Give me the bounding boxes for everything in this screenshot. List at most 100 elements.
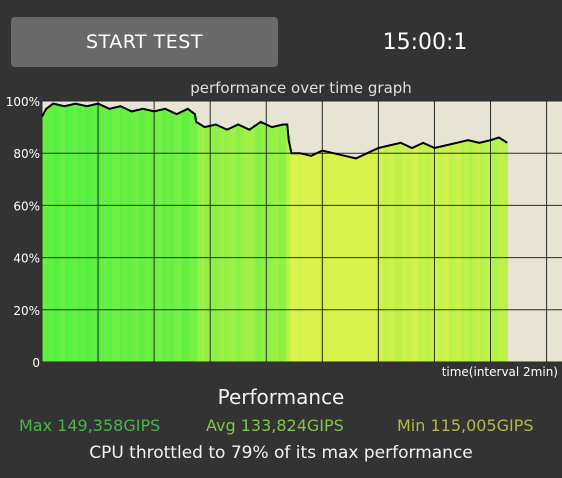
performance-bar xyxy=(425,144,431,362)
performance-bar xyxy=(42,113,47,362)
performance-bar xyxy=(476,142,481,362)
performance-bar xyxy=(503,141,508,362)
performance-bar xyxy=(232,126,237,362)
performance-bar xyxy=(247,129,253,362)
performance-bar xyxy=(340,155,346,362)
performance-bar xyxy=(325,151,330,362)
x-axis-label: time(interval 2min) xyxy=(442,365,558,379)
performance-bar xyxy=(383,146,388,362)
performance-bar xyxy=(142,109,148,362)
performance-bar xyxy=(173,113,179,362)
performance-bar xyxy=(104,107,109,362)
performance-bar xyxy=(282,124,287,362)
performance-bar xyxy=(45,107,51,363)
performance-bar xyxy=(352,158,357,362)
performance-graph: 0 20% 40% 60% 80% 100% time(interval 2min) xyxy=(6,95,562,379)
performance-bar xyxy=(88,105,94,362)
performance-bar xyxy=(391,144,396,362)
performance-bar xyxy=(263,123,268,362)
performance-bar xyxy=(181,110,187,362)
performance-bar xyxy=(127,110,132,362)
performance-bar xyxy=(270,126,276,363)
performance-bar xyxy=(491,139,497,362)
y-tick-label: 100% xyxy=(6,95,40,109)
performance-bar xyxy=(220,127,225,362)
performance-line xyxy=(41,102,508,160)
performance-bar xyxy=(495,137,501,362)
performance-bar xyxy=(480,142,485,362)
start-test-button[interactable]: START TEST xyxy=(11,17,278,67)
performance-bar xyxy=(398,142,404,362)
performance-bar xyxy=(402,144,408,362)
performance-bar xyxy=(84,106,90,362)
performance-bar xyxy=(154,110,159,362)
performance-bar xyxy=(464,140,470,362)
performance-bar xyxy=(119,106,125,362)
y-tick-label: 80% xyxy=(13,147,40,161)
performance-bar xyxy=(212,124,218,362)
performance-bar xyxy=(49,104,55,362)
y-tick-label: 20% xyxy=(13,304,40,318)
max-performance: Max 149,358GIPS xyxy=(19,416,161,435)
performance-bar xyxy=(441,145,446,362)
performance-bar xyxy=(138,109,144,362)
y-tick-label: 40% xyxy=(13,252,40,266)
performance-bar xyxy=(150,111,156,362)
performance-bar xyxy=(499,139,505,362)
performance-bar xyxy=(115,106,121,362)
performance-bar xyxy=(169,111,175,362)
performance-bar xyxy=(453,143,458,362)
min-performance: Min 115,005GIPS xyxy=(397,416,534,435)
performance-bar xyxy=(336,154,342,362)
performance-bar xyxy=(123,108,128,362)
performance-bar xyxy=(146,110,152,362)
performance-bar xyxy=(251,126,256,362)
performance-bar xyxy=(177,112,183,362)
performance-bar xyxy=(255,124,260,362)
y-tick-label: 60% xyxy=(13,199,40,213)
y-tick-label: 0 xyxy=(32,356,40,370)
performance-bar xyxy=(472,141,477,362)
performance-bar xyxy=(468,140,474,362)
performance-bar xyxy=(410,147,415,362)
performance-bar xyxy=(107,108,113,362)
performance-bar xyxy=(449,144,454,362)
performance-bar xyxy=(422,143,427,362)
performance-bar xyxy=(158,110,163,362)
performance-bar xyxy=(460,141,466,362)
performance-bar xyxy=(309,155,315,362)
performance-bar xyxy=(359,155,365,362)
performance-bar xyxy=(484,141,489,362)
throttle-message: CPU throttled to 79% of its max performa… xyxy=(89,443,473,463)
performance-bar xyxy=(321,150,326,362)
performance-bar xyxy=(414,146,419,362)
performance-bar xyxy=(76,104,82,363)
performance-bar xyxy=(135,110,140,362)
performance-bar xyxy=(57,105,62,362)
performance-bar xyxy=(387,145,392,362)
performance-bar xyxy=(61,105,66,362)
performance-bar xyxy=(433,147,439,362)
performance-bar xyxy=(239,126,245,362)
performance-bar xyxy=(278,125,284,362)
performance-bar xyxy=(379,147,384,362)
performance-bar xyxy=(216,125,221,362)
performance-bar xyxy=(73,103,78,362)
performance-bar xyxy=(344,156,349,362)
performance-bar xyxy=(266,125,272,362)
performance-bar xyxy=(317,152,322,362)
performance-bar xyxy=(197,123,202,362)
performance-heading: Performance xyxy=(217,385,345,409)
performance-bar xyxy=(429,146,435,362)
performance-bar xyxy=(204,126,210,362)
performance-bar xyxy=(259,122,264,362)
performance-bar xyxy=(445,145,450,362)
performance-bar xyxy=(80,105,86,362)
timer-display: 15:00:1 xyxy=(382,29,468,55)
performance-bar xyxy=(208,125,214,362)
performance-bar xyxy=(228,128,233,362)
performance-bar xyxy=(371,150,377,362)
performance-bar xyxy=(406,146,411,362)
performance-bar xyxy=(394,143,400,362)
performance-bar xyxy=(375,148,380,362)
